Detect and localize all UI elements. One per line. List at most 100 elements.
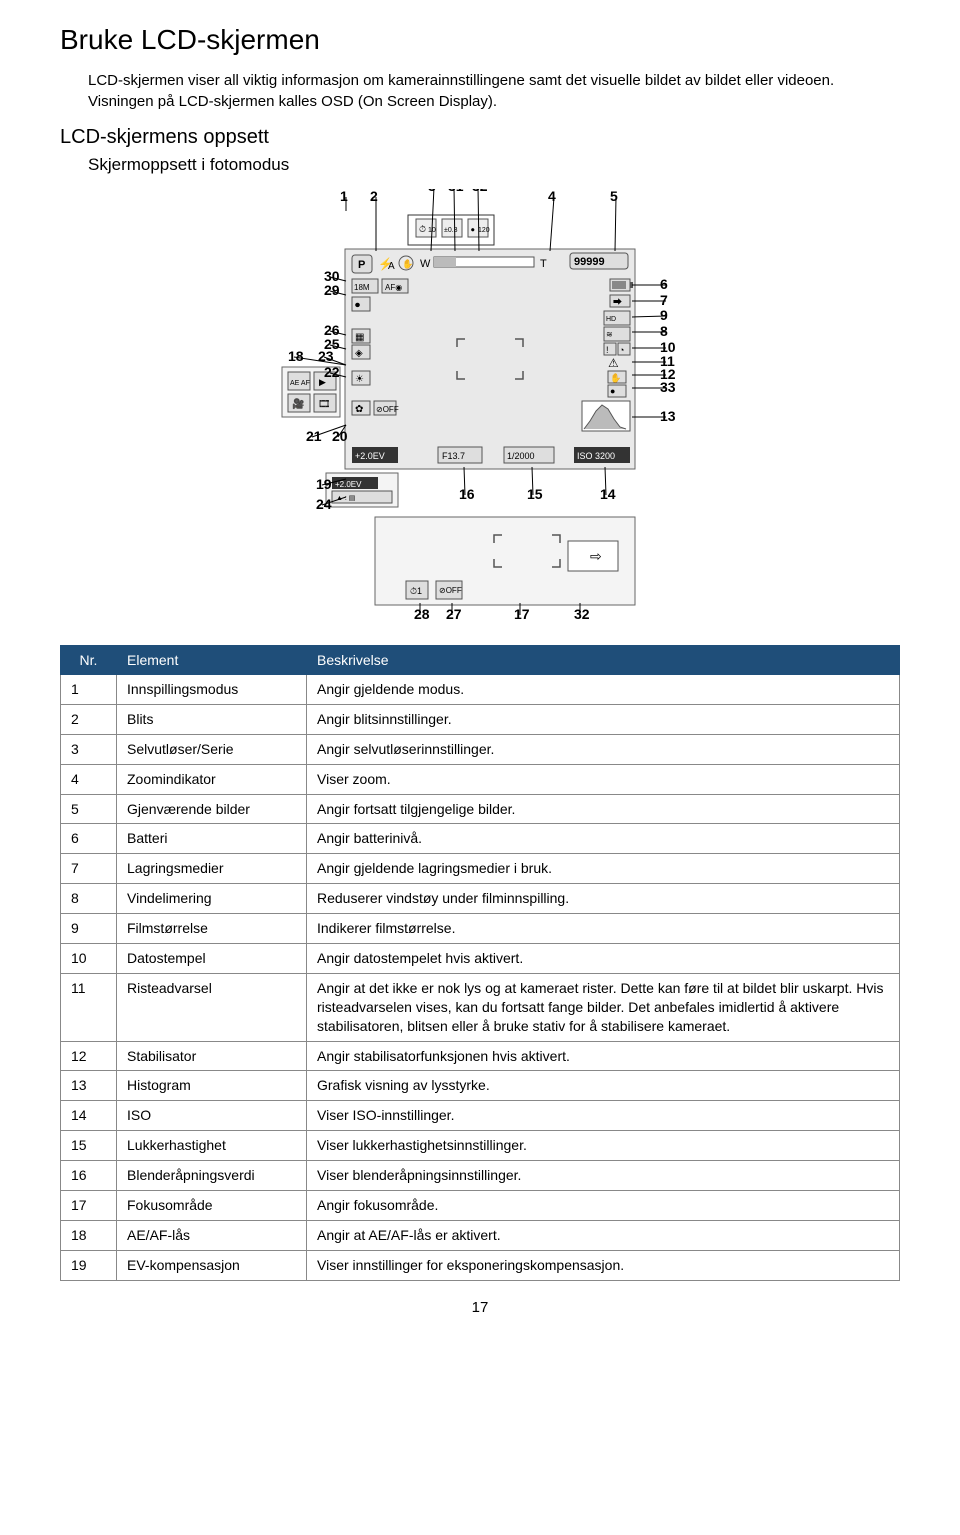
cell-desc: Angir selvutløserinnstillinger. — [307, 734, 900, 764]
svg-text:7: 7 — [660, 292, 668, 308]
cell-element: Lagringsmedier — [117, 854, 307, 884]
cell-element: ISO — [117, 1101, 307, 1131]
cell-nr: 16 — [61, 1161, 117, 1191]
svg-text:+2.0EV: +2.0EV — [355, 451, 385, 461]
cell-desc: Indikerer filmstørrelse. — [307, 914, 900, 944]
svg-text:31: 31 — [448, 189, 464, 194]
svg-text:F13.7: F13.7 — [442, 451, 465, 461]
cell-element: Vindelimering — [117, 884, 307, 914]
svg-text:21: 21 — [306, 428, 322, 444]
cell-nr: 15 — [61, 1131, 117, 1161]
svg-text:25: 25 — [324, 336, 340, 352]
cell-nr: 5 — [61, 794, 117, 824]
svg-text:1: 1 — [340, 189, 348, 204]
svg-text:T: T — [540, 258, 547, 270]
cell-desc: Viser zoom. — [307, 764, 900, 794]
svg-text:P: P — [358, 259, 365, 271]
cell-desc: Angir at AE/AF-lås er aktivert. — [307, 1220, 900, 1250]
cell-desc: Angir stabilisatorfunksjonen hvis aktive… — [307, 1041, 900, 1071]
cell-desc: Angir fortsatt tilgjengelige bilder. — [307, 794, 900, 824]
svg-text:9: 9 — [660, 307, 668, 323]
svg-text:16: 16 — [459, 486, 475, 502]
svg-text:HD: HD — [606, 316, 616, 323]
svg-text:⊘OFF: ⊘OFF — [439, 586, 462, 595]
table-row: 5Gjenværende bilderAngir fortsatt tilgje… — [61, 794, 900, 824]
svg-text:15: 15 — [527, 486, 543, 502]
svg-text:🎥: 🎥 — [292, 397, 304, 410]
cell-desc: Angir batterinivå. — [307, 824, 900, 854]
svg-text:!: ! — [606, 345, 609, 355]
svg-text:●: ● — [610, 386, 615, 396]
svg-text:A: A — [388, 261, 395, 272]
th-nr: Nr. — [61, 646, 117, 675]
cell-desc: Viser ISO-innstillinger. — [307, 1101, 900, 1131]
cell-desc: Grafisk visning av lysstyrke. — [307, 1071, 900, 1101]
cell-element: Filmstørrelse — [117, 914, 307, 944]
th-desc: Beskrivelse — [307, 646, 900, 675]
cell-desc: Angir fokusområde. — [307, 1191, 900, 1221]
svg-text:18M: 18M — [354, 283, 370, 292]
cell-element: Zoomindikator — [117, 764, 307, 794]
svg-text:6: 6 — [660, 276, 668, 292]
svg-text:24: 24 — [316, 496, 332, 512]
svg-text:2: 2 — [370, 189, 378, 204]
cell-element: Blenderåpningsverdi — [117, 1161, 307, 1191]
cell-desc: Viser blenderåpningsinnstillinger. — [307, 1161, 900, 1191]
cell-element: Lukkerhastighet — [117, 1131, 307, 1161]
table-row: 13HistogramGrafisk visning av lysstyrke. — [61, 1071, 900, 1101]
svg-text:⮕: ⮕ — [613, 297, 622, 307]
svg-text:☀: ☀ — [355, 374, 364, 385]
cell-nr: 12 — [61, 1041, 117, 1071]
svg-text:4: 4 — [548, 189, 556, 204]
cell-nr: 7 — [61, 854, 117, 884]
svg-text:▦: ▦ — [355, 332, 364, 343]
cell-nr: 18 — [61, 1220, 117, 1250]
description-table: Nr. Element Beskrivelse 1Innspillingsmod… — [60, 645, 900, 1281]
svg-text:13: 13 — [660, 408, 676, 424]
cell-desc: Viser lukkerhastighetsinnstillinger. — [307, 1131, 900, 1161]
table-row: 7LagringsmedierAngir gjeldende lagringsm… — [61, 854, 900, 884]
cell-element: Blits — [117, 704, 307, 734]
svg-text:32: 32 — [472, 189, 488, 194]
table-row: 4ZoomindikatorViser zoom. — [61, 764, 900, 794]
cell-element: Histogram — [117, 1071, 307, 1101]
svg-text:33: 33 — [660, 379, 676, 395]
cell-element: Stabilisator — [117, 1041, 307, 1071]
svg-text:⏱1: ⏱1 — [410, 586, 422, 596]
cell-element: Selvutløser/Serie — [117, 734, 307, 764]
svg-text:⏱: ⏱ — [419, 224, 426, 234]
table-row: 8VindelimeringReduserer vindstøy under f… — [61, 884, 900, 914]
svg-text:27: 27 — [446, 606, 462, 622]
cell-element: Batteri — [117, 824, 307, 854]
cell-nr: 14 — [61, 1101, 117, 1131]
svg-text:26: 26 — [324, 322, 340, 338]
lcd-layout-diagram: P ⚡ A ✋ ⏱10 ±0.3 ⏺120 W T 99999 18M AF◉ … — [220, 189, 740, 629]
table-row: 19EV-kompensasjonViser innstillinger for… — [61, 1250, 900, 1280]
cell-desc: Angir at det ikke er nok lys og at kamer… — [307, 973, 900, 1041]
cell-nr: 3 — [61, 734, 117, 764]
table-row: 16BlenderåpningsverdiViser blenderåpning… — [61, 1161, 900, 1191]
svg-text:⇨: ⇨ — [590, 548, 602, 564]
table-row: 17FokusområdeAngir fokusområde. — [61, 1191, 900, 1221]
cell-element: Gjenværende bilder — [117, 794, 307, 824]
cell-nr: 13 — [61, 1071, 117, 1101]
table-row: 6BatteriAngir batterinivå. — [61, 824, 900, 854]
svg-text:3: 3 — [428, 189, 436, 194]
cell-nr: 10 — [61, 944, 117, 974]
svg-text:14: 14 — [600, 486, 616, 502]
svg-text:5: 5 — [610, 189, 618, 204]
svg-text:🎞: 🎞 — [318, 399, 331, 410]
svg-text:22: 22 — [324, 364, 340, 380]
svg-text:≋: ≋ — [606, 330, 613, 339]
cell-nr: 17 — [61, 1191, 117, 1221]
section-heading: LCD-skjermens oppsett — [60, 126, 900, 149]
svg-text:29: 29 — [324, 282, 340, 298]
table-row: 2BlitsAngir blitsinnstillinger. — [61, 704, 900, 734]
cell-desc: Angir gjeldende modus. — [307, 675, 900, 705]
table-row: 11RisteadvarselAngir at det ikke er nok … — [61, 973, 900, 1041]
section-subheading: Skjermoppsett i fotomodus — [60, 155, 900, 175]
svg-text:W: W — [420, 258, 431, 270]
svg-text:ISO 3200: ISO 3200 — [577, 451, 615, 461]
cell-nr: 4 — [61, 764, 117, 794]
table-row: 12StabilisatorAngir stabilisatorfunksjon… — [61, 1041, 900, 1071]
